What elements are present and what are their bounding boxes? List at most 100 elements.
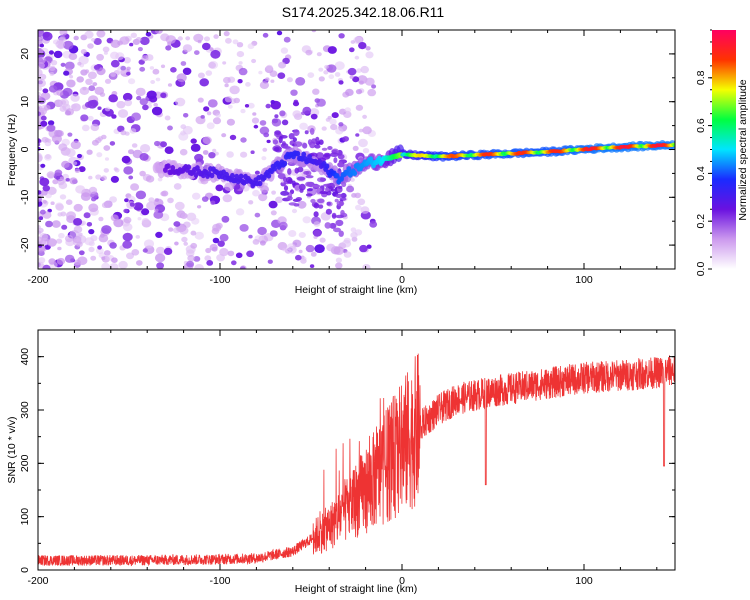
noise-mark <box>54 169 63 177</box>
noise-mark <box>186 260 195 268</box>
streak-mark <box>291 180 296 186</box>
noise-mark <box>59 98 70 108</box>
noise-mark <box>38 36 43 44</box>
ridge-core <box>672 143 675 147</box>
noise-mark <box>262 147 268 152</box>
noise-mark <box>102 46 110 53</box>
noise-mark <box>96 152 103 158</box>
noise-mark <box>142 248 148 253</box>
noise-mark <box>38 216 44 221</box>
noise-mark <box>39 43 45 48</box>
noise-mark <box>324 64 329 69</box>
noise-mark <box>292 110 302 118</box>
noise-mark <box>38 190 42 195</box>
noise-mark <box>46 138 52 143</box>
noise-mark <box>103 51 108 55</box>
streak-mark <box>292 137 297 142</box>
noise-mark <box>38 236 43 245</box>
noise-mark <box>215 184 224 192</box>
streak-mark <box>288 202 297 206</box>
noise-mark <box>235 252 243 259</box>
noise-mark <box>160 64 166 69</box>
snr-x-tick-label: 0 <box>399 575 405 587</box>
noise-mark <box>109 263 119 269</box>
noise-mark <box>167 197 174 204</box>
noise-mark <box>58 143 68 151</box>
noise-mark <box>346 185 355 193</box>
noise-mark <box>206 111 212 116</box>
noise-mark <box>63 40 74 50</box>
noise-mark <box>39 193 44 198</box>
noise-mark <box>331 112 339 119</box>
ridge-core <box>266 173 272 179</box>
noise-mark <box>334 198 339 203</box>
noise-mark <box>38 79 46 88</box>
spectrogram-x-ticks: -200 -100 0 100 <box>27 30 658 286</box>
noise-mark <box>126 252 134 260</box>
noise-mark <box>371 84 377 89</box>
streak-mark <box>315 136 320 143</box>
noise-mark <box>197 72 205 79</box>
noise-mark <box>355 133 360 137</box>
noise-mark <box>65 148 76 158</box>
streak-mark <box>281 119 289 126</box>
noise-mark <box>69 75 74 79</box>
noise-mark <box>252 239 260 245</box>
noise-mark <box>49 65 56 72</box>
noise-mark <box>40 120 48 127</box>
noise-mark <box>130 32 137 38</box>
streak-mark <box>283 185 289 192</box>
noise-mark <box>38 95 42 102</box>
noise-mark <box>247 43 255 50</box>
spectrogram-x-label: Height of straight line (km) <box>295 284 418 296</box>
noise-mark <box>311 30 317 33</box>
noise-mark <box>362 126 372 135</box>
noise-mark <box>48 258 56 265</box>
noise-mark <box>205 247 212 254</box>
noise-mark <box>120 130 127 136</box>
streak-mark <box>323 183 332 187</box>
noise-mark <box>101 202 109 209</box>
noise-mark <box>298 232 306 238</box>
noise-mark <box>319 237 326 243</box>
noise-mark <box>190 230 197 236</box>
noise-mark <box>343 251 352 258</box>
spectrogram-y-tick-label: 0 <box>19 146 31 152</box>
noise-mark <box>76 241 83 247</box>
streak-mark <box>299 188 304 193</box>
noise-mark <box>209 47 214 52</box>
snr-x-ticks: -200 -100 0 100 <box>27 330 658 587</box>
noise-mark <box>96 30 106 38</box>
noise-mark <box>199 78 209 87</box>
streak-mark <box>287 168 292 175</box>
noise-mark <box>335 257 342 263</box>
noise-mark <box>111 257 118 264</box>
noise-mark <box>269 230 278 237</box>
noise-mark <box>40 209 46 215</box>
streak-mark <box>274 114 279 119</box>
streak-mark <box>326 201 331 206</box>
noise-mark <box>270 79 275 83</box>
noise-mark <box>110 59 120 68</box>
noise-mark <box>90 123 100 132</box>
noise-mark <box>55 202 64 210</box>
noise-mark <box>358 80 364 85</box>
streak-mark <box>310 198 316 204</box>
noise-mark <box>141 208 150 216</box>
noise-mark <box>78 166 86 173</box>
noise-mark <box>88 229 95 235</box>
streak-mark <box>273 147 280 152</box>
spectrogram-x-tick-label: 0 <box>399 274 405 286</box>
noise-mark <box>111 114 117 119</box>
noise-mark <box>160 92 167 99</box>
noise-mark <box>164 115 171 121</box>
noise-mark <box>197 39 202 44</box>
noise-mark <box>124 198 129 203</box>
noise-mark <box>42 185 50 192</box>
noise-mark <box>229 134 237 141</box>
noise-mark <box>110 72 116 77</box>
noise-mark <box>123 57 131 64</box>
noise-mark <box>137 47 143 52</box>
noise-mark <box>203 106 210 112</box>
noise-mark <box>257 226 267 236</box>
